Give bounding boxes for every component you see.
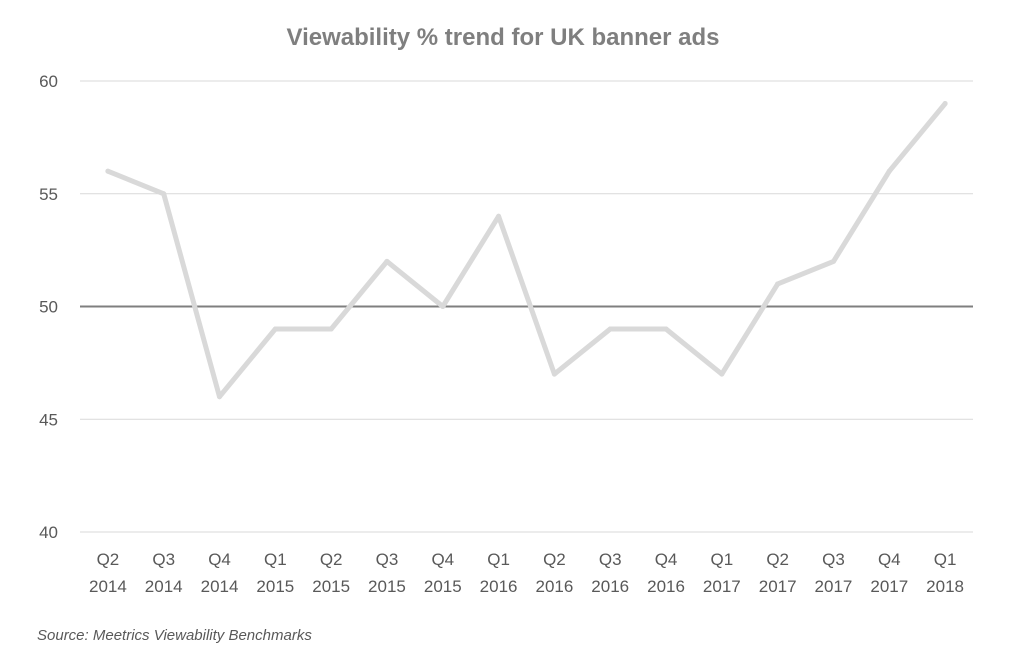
- source-note: Source: Meetrics Viewability Benchmarks: [37, 627, 312, 644]
- x-tick-label-year: 2018: [926, 577, 964, 596]
- x-tick-label-quarter: Q1: [264, 550, 287, 569]
- x-tick-label-year: 2017: [759, 577, 797, 596]
- x-tick-label-year: 2016: [480, 577, 518, 596]
- x-tick-label-quarter: Q3: [376, 550, 399, 569]
- x-tick-label-year: 2017: [703, 577, 741, 596]
- x-tick-label-year: 2017: [815, 577, 853, 596]
- x-tick-label-quarter: Q4: [655, 550, 678, 569]
- x-tick-label-year: 2015: [312, 577, 350, 596]
- data-point: [384, 258, 390, 264]
- x-tick-label-quarter: Q2: [320, 550, 343, 569]
- data-point: [719, 371, 725, 377]
- series-group: [105, 101, 948, 400]
- data-point: [607, 326, 613, 332]
- data-point: [942, 101, 948, 107]
- x-tick-label-year: 2015: [368, 577, 406, 596]
- x-tick-label-quarter: Q4: [878, 550, 901, 569]
- data-point: [496, 213, 502, 219]
- chart-title: Viewability % trend for UK banner ads: [287, 24, 720, 51]
- x-tick-label-year: 2014: [89, 577, 127, 596]
- data-point: [830, 258, 836, 264]
- y-axis-ticks: 40 45 50 55 60: [39, 72, 58, 542]
- x-tick-label-quarter: Q4: [431, 550, 454, 569]
- x-tick-label-quarter: Q2: [766, 550, 789, 569]
- data-point: [886, 168, 892, 174]
- series-line: [105, 101, 948, 400]
- data-point: [105, 168, 111, 174]
- y-tick-label: 45: [39, 410, 58, 429]
- x-tick-label-quarter: Q4: [208, 550, 231, 569]
- data-point: [663, 326, 669, 332]
- x-tick-label-year: 2014: [201, 577, 239, 596]
- data-point: [440, 304, 446, 309]
- x-tick-label-year: 2017: [870, 577, 908, 596]
- y-tick-label: 40: [39, 523, 58, 542]
- data-point: [775, 281, 781, 287]
- data-point: [217, 394, 223, 400]
- y-tick-label: 55: [39, 185, 58, 204]
- x-tick-label-quarter: Q3: [599, 550, 622, 569]
- x-tick-label-year: 2014: [145, 577, 183, 596]
- data-point: [161, 191, 167, 197]
- x-axis-ticks: Q2 2014 Q3 2014 Q4 2014 Q1 2015 Q2 2015 Q3 2015 Q4 20…: [89, 550, 964, 596]
- y-tick-label: 50: [39, 298, 58, 317]
- x-tick-label-quarter: Q2: [97, 550, 120, 569]
- x-tick-label-year: 2016: [591, 577, 629, 596]
- x-tick-label-quarter: Q1: [934, 550, 957, 569]
- x-tick-label-year: 2016: [647, 577, 685, 596]
- y-tick-label: 60: [39, 72, 58, 91]
- data-point: [328, 326, 334, 332]
- x-tick-label-quarter: Q1: [487, 550, 510, 569]
- x-tick-label-quarter: Q3: [152, 550, 175, 569]
- x-tick-label-quarter: Q2: [543, 550, 566, 569]
- data-point: [272, 326, 278, 332]
- x-tick-label-year: 2015: [256, 577, 294, 596]
- x-tick-label-quarter: Q3: [822, 550, 845, 569]
- x-tick-label-year: 2015: [424, 577, 462, 596]
- data-point: [551, 371, 557, 377]
- x-tick-label-quarter: Q1: [711, 550, 734, 569]
- x-tick-label-year: 2016: [535, 577, 573, 596]
